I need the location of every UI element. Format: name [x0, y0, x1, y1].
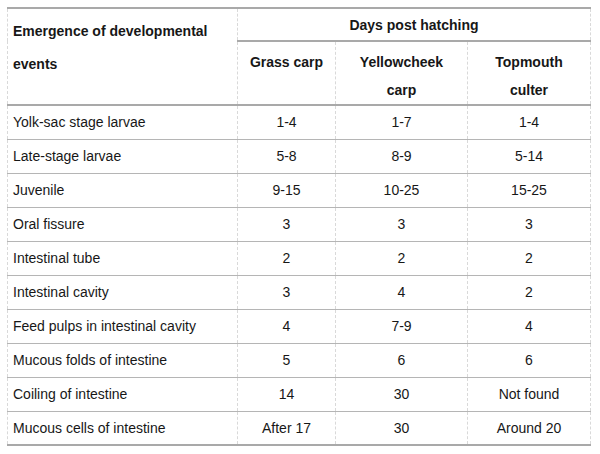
developmental-events-table: Emergence of developmental events Days p… — [7, 7, 591, 446]
table-row: Mucous cells of intestine After 17 30 Ar… — [8, 411, 591, 445]
value-cell: 2 — [468, 241, 591, 275]
value-cell: 5-8 — [238, 139, 336, 173]
value-cell: 6 — [468, 343, 591, 377]
column-header-grass-carp: Grass carp — [238, 41, 336, 105]
row-label: Yolk-sac stage larvae — [8, 105, 238, 139]
row-label: Feed pulps in intestinal cavity — [8, 309, 238, 343]
table-row: Feed pulps in intestinal cavity 4 7-9 4 — [8, 309, 591, 343]
corner-header: Emergence of developmental events — [8, 8, 238, 105]
table-row: Late-stage larvae 5-8 8-9 5-14 — [8, 139, 591, 173]
table-row: Juvenile 9-15 10-25 15-25 — [8, 173, 591, 207]
value-cell: 5-14 — [468, 139, 591, 173]
value-cell: 30 — [336, 377, 468, 411]
value-cell: 3 — [238, 207, 336, 241]
row-label: Juvenile — [8, 173, 238, 207]
value-cell: 4 — [336, 275, 468, 309]
row-label: Oral fissure — [8, 207, 238, 241]
value-cell: 14 — [238, 377, 336, 411]
value-cell: 6 — [336, 343, 468, 377]
value-cell: 30 — [336, 411, 468, 445]
column-header-label: Yellowcheek carp — [350, 48, 454, 104]
value-cell: 10-25 — [336, 173, 468, 207]
row-label: Intestinal tube — [8, 241, 238, 275]
value-cell: 8-9 — [336, 139, 468, 173]
value-cell: 3 — [238, 275, 336, 309]
column-header-topmouth-culter: Topmouth culter — [468, 41, 591, 105]
value-cell: 4 — [238, 309, 336, 343]
table-header: Emergence of developmental events Days p… — [8, 8, 591, 105]
value-cell: 5 — [238, 343, 336, 377]
value-cell: 9-15 — [238, 173, 336, 207]
row-label: Mucous cells of intestine — [8, 411, 238, 445]
table-row: Coiling of intestine 14 30 Not found — [8, 377, 591, 411]
value-cell: 1-4 — [238, 105, 336, 139]
row-label: Late-stage larvae — [8, 139, 238, 173]
table-body: Yolk-sac stage larvae 1-4 1-7 1-4 Late-s… — [8, 105, 591, 445]
value-cell: 2 — [238, 241, 336, 275]
table-row: Oral fissure 3 3 3 — [8, 207, 591, 241]
value-cell: 3 — [468, 207, 591, 241]
column-header-yellowcheek-carp: Yellowcheek carp — [336, 41, 468, 105]
row-label: Coiling of intestine — [8, 377, 238, 411]
value-cell: 1-7 — [336, 105, 468, 139]
value-cell: Not found — [468, 377, 591, 411]
group-header-days-post-hatching: Days post hatching — [238, 8, 591, 41]
value-cell: 2 — [336, 241, 468, 275]
value-cell: 4 — [468, 309, 591, 343]
row-label: Intestinal cavity — [8, 275, 238, 309]
value-cell: 2 — [468, 275, 591, 309]
value-cell: After 17 — [238, 411, 336, 445]
header-row-group: Emergence of developmental events Days p… — [8, 8, 591, 41]
table-row: Mucous folds of intestine 5 6 6 — [8, 343, 591, 377]
row-label: Mucous folds of intestine — [8, 343, 238, 377]
table-row: Yolk-sac stage larvae 1-4 1-7 1-4 — [8, 105, 591, 139]
column-header-label: Grass carp — [250, 48, 323, 76]
page: Emergence of developmental events Days p… — [0, 0, 600, 454]
column-header-label: Topmouth culter — [477, 48, 581, 104]
value-cell: 7-9 — [336, 309, 468, 343]
table-row: Intestinal tube 2 2 2 — [8, 241, 591, 275]
value-cell: 15-25 — [468, 173, 591, 207]
value-cell: 3 — [336, 207, 468, 241]
value-cell: Around 20 — [468, 411, 591, 445]
table-row: Intestinal cavity 3 4 2 — [8, 275, 591, 309]
value-cell: 1-4 — [468, 105, 591, 139]
